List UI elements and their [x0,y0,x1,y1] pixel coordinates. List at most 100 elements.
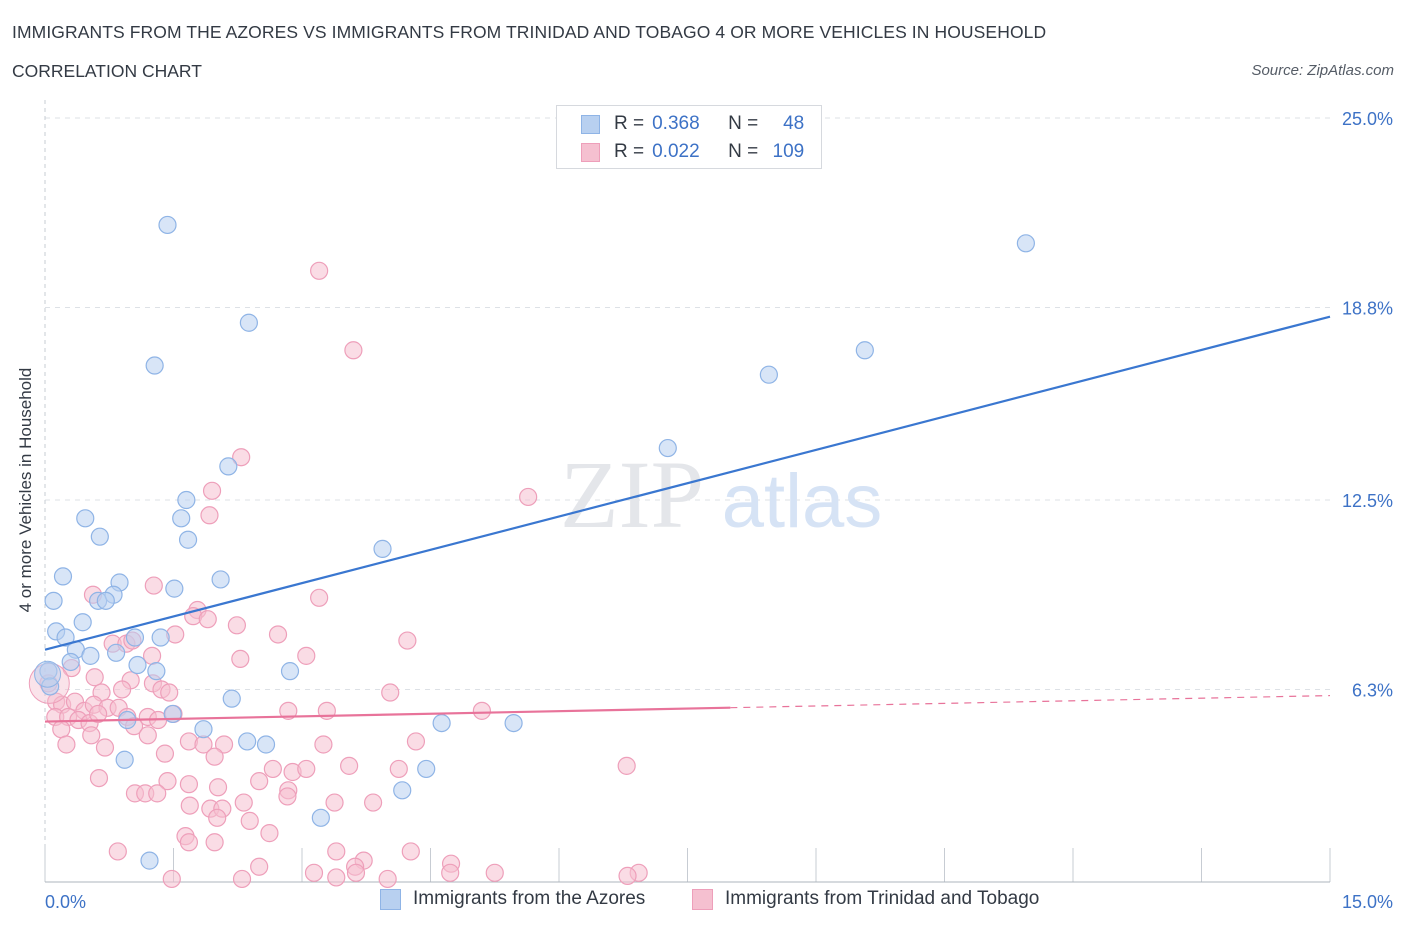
trinidad-point-6 [144,576,163,595]
trinidad-point-29 [112,680,132,699]
trinidad-point-72 [250,772,269,791]
trinidad-point-69 [617,756,636,775]
trinidad-point-82 [364,793,383,812]
legend-label-trinidad: Immigrants from Trinidad and Tobago [725,888,1040,909]
legend-swatch-trinidad [581,142,600,162]
trinidad-point-24 [85,668,104,687]
trinidad-point-103 [327,868,346,887]
legend-n-label: N = [728,113,759,134]
trinidad-point-31 [381,683,400,702]
trinidad-point-80 [234,793,253,812]
legend-r-value: 0.368 [652,113,700,134]
azores-point-6 [658,438,677,458]
azores-point-37 [222,689,241,708]
azores-point-32 [147,662,166,681]
legend-r-label: R = [614,141,645,162]
legend-row-trinidad: R = 0.022 N = 109 [581,141,804,163]
trinidad-point-106 [162,869,181,889]
y-tick-label-1: 12.5% [1342,491,1393,511]
trinidad-point-71 [158,772,177,791]
azores-point-19 [211,570,230,589]
legend-r-label: R = [614,113,645,134]
trinidad-point-68 [297,759,316,779]
trinidad-point-93 [327,842,346,861]
y-axis-label: 4 or more Vehicles in Household [16,367,35,613]
trinidad-point-62 [155,744,175,763]
trinidad-point-87 [240,811,259,830]
legend-item-azores[interactable]: Immigrants from the Azores [380,888,645,910]
trinidad-point-1 [344,341,363,360]
azores-point-9 [76,509,95,528]
trinidad-point-66 [263,759,282,779]
trinidad-point-99 [441,863,460,882]
trinidad-point-101 [485,863,504,882]
trinidad-point-91 [205,833,224,852]
azores-point-3 [145,356,164,375]
trinidad-point-20 [297,646,316,665]
grid-lines [45,117,1330,690]
trinidad-trend-line [44,706,731,723]
trinidad-point-70 [89,768,109,788]
azores-point-24 [56,628,75,647]
series-legend: Immigrants from the Azores Immigrants fr… [0,888,1406,916]
azores-point-21 [96,591,115,610]
trinidad-point-14 [268,625,288,644]
azores-point-2 [239,313,258,332]
trinidad-point-78 [148,784,167,803]
azores-point-11 [172,509,191,528]
trinidad-point-3 [519,487,538,507]
trinidad-point-49 [279,701,298,720]
legend-swatch-trinidad [692,888,713,910]
trinidad-point-52 [52,720,71,739]
trinidad-point-88 [260,824,279,843]
trinidad-point-51 [472,701,491,720]
azores-point-41 [504,713,523,733]
trinidad-point-0 [310,261,329,280]
trinidad-point-92 [108,842,127,861]
watermark-atlas: atlas [722,459,883,544]
y-tick-label-0: 6.3% [1352,680,1393,700]
trinidad-point-4 [202,481,222,500]
legend-item-trinidad[interactable]: Immigrants from Trinidad and Tobago [692,888,1039,910]
azores-point-8 [177,490,196,510]
azores-point-47 [311,808,330,827]
trinidad-point-74 [208,778,228,797]
trinidad-point-104 [346,863,366,882]
azores-point-29 [107,643,126,662]
azores-point-42 [238,732,257,751]
trinidad-point-83 [180,796,199,815]
azores-point-46 [393,781,412,800]
trinidad-point-65 [389,759,408,779]
trinidad-point-90 [179,833,199,852]
trinidad-trend-extension [730,694,1331,709]
azores-point-45 [417,759,436,779]
azores-point-34 [280,662,300,681]
trend-lines [44,315,1331,723]
azores-point-18 [165,579,184,598]
trinidad-point-15 [398,631,417,650]
series-trinidad-points [28,261,648,889]
azores-point-26 [81,646,100,665]
azores-point-44 [115,750,134,769]
azores-point-40 [432,713,451,733]
legend-n-label: N = [728,141,759,162]
azores-trend-line [44,315,1331,651]
azores-point-10 [90,527,109,546]
trinidad-point-53 [82,726,101,745]
trinidad-point-19 [142,646,162,665]
trinidad-point-8 [310,588,329,607]
trinidad-point-79 [278,787,297,806]
azores-point-38 [194,720,213,739]
trinidad-point-59 [57,735,76,754]
x-tick-label-min: 0.0% [45,892,86,912]
azores-point-27 [125,628,145,647]
trinidad-point-96 [250,857,269,876]
azores-point-43 [256,735,276,754]
azores-point-0 [158,215,177,235]
trinidad-point-11 [198,610,217,629]
azores-point-5 [759,365,778,384]
azores-point-28 [151,628,170,647]
azores-point-30 [61,652,80,672]
trinidad-point-58 [406,732,426,751]
trinidad-point-63 [205,747,224,766]
